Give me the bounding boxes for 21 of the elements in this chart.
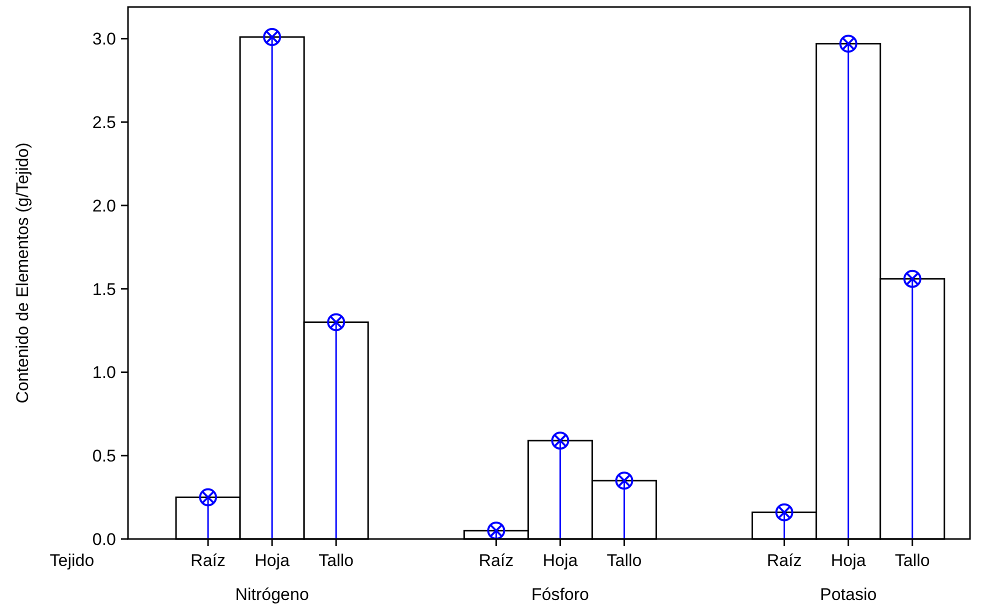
text: Fósforo (531, 585, 590, 604)
x-tick-label: Raíz (478, 551, 514, 570)
y-tick-label: 3.0 (92, 30, 116, 49)
x-tick-label: Tallo (606, 551, 642, 570)
y-tick-label: 0.0 (92, 530, 116, 549)
x-tick-label: Raíz (190, 551, 226, 570)
x-tick-label: Hoja (254, 551, 290, 570)
text: Potasio (820, 585, 877, 604)
x-tick-label: Raíz (766, 551, 802, 570)
x-tick-label: Tallo (894, 551, 930, 570)
y-tick-label: 0.5 (92, 446, 116, 466)
text: Nitrógeno (235, 585, 309, 604)
x-tick-label: Tallo (318, 551, 354, 570)
y-tick-label: 1.5 (92, 280, 116, 299)
y-tick-label: 2.0 (92, 196, 116, 216)
y-tick-label: 2.5 (92, 113, 116, 132)
x-tick-label: Hoja (542, 551, 578, 570)
x-tick-label: Hoja (830, 551, 866, 570)
y-axis-title: Contenido de Elementos (g/Tejido) (13, 142, 32, 404)
y-tick-label: 1.0 (92, 363, 116, 382)
x-axis-title: Tejido (50, 551, 94, 570)
